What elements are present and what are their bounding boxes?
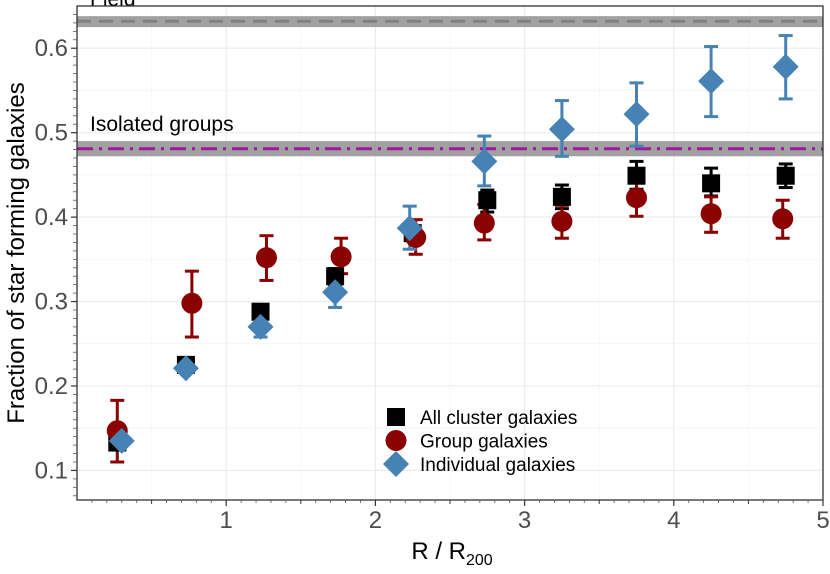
x-axis-title-subscript: 200 xyxy=(466,552,493,569)
data-point xyxy=(626,187,647,209)
data-point xyxy=(181,292,203,314)
y-tick-label: 0.1 xyxy=(35,457,68,484)
data-point xyxy=(698,68,725,95)
data-point xyxy=(322,279,349,306)
data-point xyxy=(772,53,799,80)
data-point xyxy=(623,101,650,128)
data-point xyxy=(471,148,498,175)
minor-gridlines xyxy=(77,6,823,500)
data-point xyxy=(255,247,277,269)
reference-lines xyxy=(77,19,823,151)
y-tick-label: 0.5 xyxy=(35,120,68,147)
legend-label: All cluster galaxies xyxy=(420,408,577,429)
reference-band xyxy=(77,16,823,28)
data-point xyxy=(172,355,199,382)
legend-key xyxy=(383,451,409,477)
data-point xyxy=(700,203,722,225)
data-point xyxy=(108,427,135,454)
data-point xyxy=(551,210,573,232)
data-point xyxy=(247,313,274,340)
data-point xyxy=(552,187,571,206)
y-tick-label: 0.4 xyxy=(35,204,68,231)
data-point xyxy=(548,116,575,143)
x-tick-label: 5 xyxy=(816,507,829,534)
reference-label: Isolated groups xyxy=(90,113,234,136)
data-point xyxy=(478,191,497,210)
data-point xyxy=(776,166,795,185)
data-point xyxy=(772,208,794,230)
axis-tick-labels: 1 2 3 4 5 0.1 0.2 0.3 0.4 0.5 0.6 xyxy=(35,35,830,534)
data-point xyxy=(702,174,721,193)
y-tick-label: 0.3 xyxy=(35,289,68,316)
legend-key xyxy=(385,430,407,451)
axis-ticks xyxy=(71,14,824,506)
data-point xyxy=(330,246,352,268)
x-tick-label: 2 xyxy=(369,507,382,534)
data-points xyxy=(106,53,799,454)
y-tick-label: 0.6 xyxy=(35,35,68,62)
x-tick-label: 3 xyxy=(518,507,531,534)
x-tick-label: 1 xyxy=(220,507,233,534)
data-point xyxy=(627,166,646,185)
legend: All cluster galaxies Group galaxiesIndivi… xyxy=(383,408,577,477)
x-axis-title: R / R200 xyxy=(411,538,492,569)
legend-label: Group galaxies xyxy=(420,432,548,453)
data-point xyxy=(396,215,423,242)
x-tick-label: 4 xyxy=(667,507,680,534)
y-axis-title: Fraction of star forming galaxies xyxy=(3,82,30,423)
data-point xyxy=(251,302,270,321)
y-tick-label: 0.2 xyxy=(35,373,68,400)
legend-key xyxy=(387,408,405,426)
x-axis-title-main: R / R xyxy=(411,538,466,565)
data-point xyxy=(473,212,495,234)
data-point xyxy=(326,267,345,286)
legend-label: Individual galaxies xyxy=(420,455,575,476)
